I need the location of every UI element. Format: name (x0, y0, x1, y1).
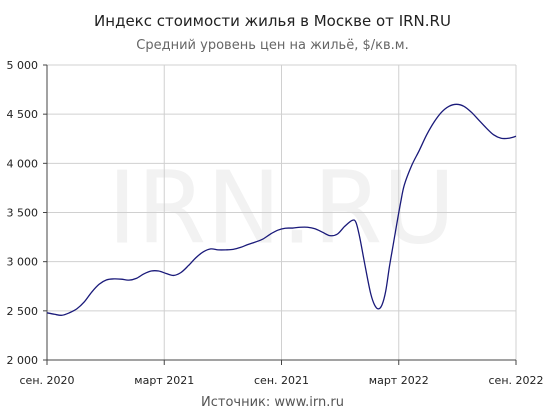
x-tick-label: март 2022 (369, 374, 429, 387)
y-tick-label: 4 000 (7, 157, 39, 170)
x-tick-label: сен. 2022 (489, 374, 544, 387)
series-line (46, 103, 517, 316)
y-tick-label: 2 000 (7, 354, 39, 367)
y-tick-label: 3 500 (7, 207, 39, 220)
y-tick-label: 4 500 (7, 108, 39, 121)
chart-subtitle: Средний уровень цен на жильё, $/кв.м. (136, 38, 409, 53)
source-note: Источник: www.irn.ru (201, 395, 344, 410)
y-tick-label: 2 500 (7, 305, 39, 318)
chart-title: Индекс стоимости жилья в Москве от IRN.R… (94, 12, 451, 30)
y-tick-label: 3 000 (7, 256, 39, 269)
y-tick-label: 5 000 (7, 59, 39, 72)
x-tick-label: март 2021 (134, 374, 194, 387)
x-tick-label: сен. 2020 (20, 374, 75, 387)
x-tick-label: сен. 2021 (254, 374, 309, 387)
